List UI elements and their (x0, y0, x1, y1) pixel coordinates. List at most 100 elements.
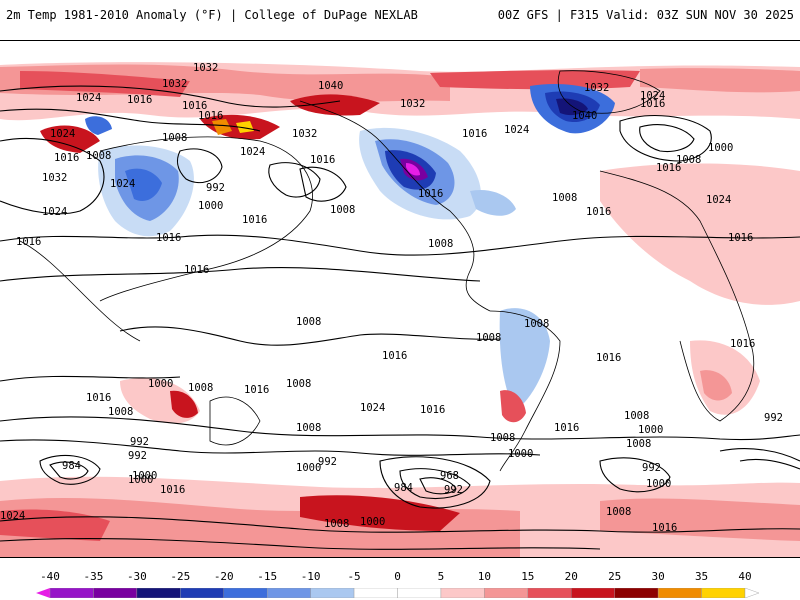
isobar-label: 1016 (640, 98, 665, 110)
isobar-label: 992 (444, 484, 463, 496)
isobar-label: 1040 (572, 110, 597, 122)
isobar-label: 1024 (640, 90, 665, 102)
isobar-label: 1008 (188, 382, 213, 394)
isobar-label: 1000 (198, 200, 223, 212)
isobar-label: 1016 (418, 188, 443, 200)
isobar-label: 968 (440, 470, 459, 482)
isobar-label: 1024 (42, 206, 67, 218)
isobar-label: 1024 (50, 128, 75, 140)
anomaly-colorbar: -40 -35 -30 -25 -20 -15 -10 -5 0 5 10 15 20 25 30 35 40 (0, 570, 800, 600)
isobar-label: 1016 (728, 232, 753, 244)
isobar-label: 1000 (646, 478, 671, 490)
colorbar-swatch (180, 588, 224, 598)
isobar-label: 1008 (162, 132, 187, 144)
isobar-label: 1008 (296, 422, 321, 434)
isobar-label: 1008 (524, 318, 549, 330)
isobar-label: 1008 (86, 150, 111, 162)
colorbar-swatch (136, 588, 181, 598)
isobar-label: 1008 (286, 378, 311, 390)
isobar-label: 992 (764, 412, 783, 424)
isobar-label: 1016 (382, 350, 407, 362)
colorbar-tick-label: -40 (40, 570, 60, 583)
colorbar-tick-label: 10 (477, 570, 491, 583)
isobar-label: 1024 (706, 194, 731, 206)
colorbar-swatch (49, 588, 94, 598)
colorbar-tick-label: 15 (521, 570, 535, 583)
model-run-info: 00Z GFS | F315 Valid: 03Z SUN NOV 30 202… (497, 8, 794, 22)
isobar-label: 1024 (0, 510, 25, 522)
map-svg: 1032 1032 1024 1016 1016 1040 1032 1032 … (0, 62, 800, 557)
isobar-label: 1000 (708, 142, 733, 154)
colorbar-swatch (353, 588, 398, 598)
isobar-label: 1008 (490, 432, 515, 444)
isobar-label: 1008 (476, 332, 501, 344)
isobar-label: 992 (206, 182, 225, 194)
isobar-label: 1032 (193, 62, 218, 74)
isobar-label: 1032 (292, 128, 317, 140)
colorbar-tick-label: -20 (213, 570, 234, 583)
isobar-label: 1016 (160, 484, 185, 496)
colorbar-swatch (440, 588, 485, 598)
colorbar-tick-label: 25 (608, 570, 622, 583)
isobar-label: 1016 (184, 264, 209, 276)
colorbar-swatch (93, 588, 138, 598)
colorbar-tick-label: 40 (738, 570, 752, 583)
isobar-label: 1008 (324, 518, 349, 530)
isobar-label: 1016 (586, 206, 611, 218)
colorbar-max-arrow (744, 588, 760, 598)
isobar-label: 1016 (198, 110, 223, 122)
isobar-label: 1000 (508, 448, 533, 460)
isobar-label: 1000 (132, 470, 157, 482)
isobar-label: 1024 (504, 124, 529, 136)
isobar-label: 1008 (552, 192, 577, 204)
isobar-label: 1040 (318, 80, 343, 92)
isobars (0, 85, 800, 550)
colorbar-tick-label: 0 (394, 570, 401, 583)
isobar-label: 1032 (162, 78, 187, 90)
colorbar-swatch (614, 588, 659, 598)
isobar-label: 1032 (584, 82, 609, 94)
isobar-label: 992 (642, 462, 661, 474)
colorbar-swatch (571, 588, 615, 598)
colorbar-tick-label: -30 (126, 570, 147, 583)
colorbar-tick-label: -15 (257, 570, 278, 583)
colorbar-swatch (397, 588, 442, 598)
isobar-label: 1024 (76, 92, 101, 104)
isobar-label: 1000 (360, 516, 385, 528)
isobar-label: 1008 (624, 410, 649, 422)
isobar-label: 1008 (296, 316, 321, 328)
isobar-label: 1016 (554, 422, 579, 434)
isobar-label: 1024 (110, 178, 135, 190)
isobar-label: 1016 (310, 154, 335, 166)
isobar-label: 1016 (596, 352, 621, 364)
colorbar-scale (36, 588, 760, 598)
colorbar-tick-label: 5 (437, 570, 445, 583)
isobar-label: 1016 (156, 232, 181, 244)
isobar-label: 1000 (638, 424, 663, 436)
isobar-label: 1016 (127, 94, 152, 106)
isobar-label: 992 (130, 436, 149, 448)
colorbar-tick-label: -25 (170, 570, 191, 583)
isobar-label: 1016 (182, 100, 207, 112)
isobar-label: 1000 (148, 378, 173, 390)
isobar-label: 992 (128, 450, 147, 462)
isobar-label: 1016 (54, 152, 79, 164)
isobar-label: 1000 (128, 474, 153, 486)
isobar-label: 1016 (462, 128, 487, 140)
isobar-label: 984 (394, 482, 413, 494)
isobar-label: 1016 (420, 404, 445, 416)
colorbar-swatch (527, 588, 572, 598)
map-title: 2m Temp 1981-2010 Anomaly (°F) | College… (6, 8, 418, 22)
isobar-label: 1032 (400, 98, 425, 110)
colorbar-tick-label: 20 (564, 570, 578, 583)
isobar-label: 1008 (606, 506, 631, 518)
colorbar-tick-label: -10 (300, 570, 321, 583)
anomaly-shading (0, 62, 800, 557)
colorbar-swatch (657, 588, 702, 598)
isobar-label: 1008 (626, 438, 651, 450)
isobar-label: 1016 (730, 338, 755, 350)
colorbar-swatch (701, 588, 746, 598)
isobar-label: 1024 (360, 402, 385, 414)
colorbar-tick-label: -5 (347, 570, 361, 583)
anomaly-map[interactable]: 1032 1032 1024 1016 1016 1040 1032 1032 … (0, 40, 800, 558)
